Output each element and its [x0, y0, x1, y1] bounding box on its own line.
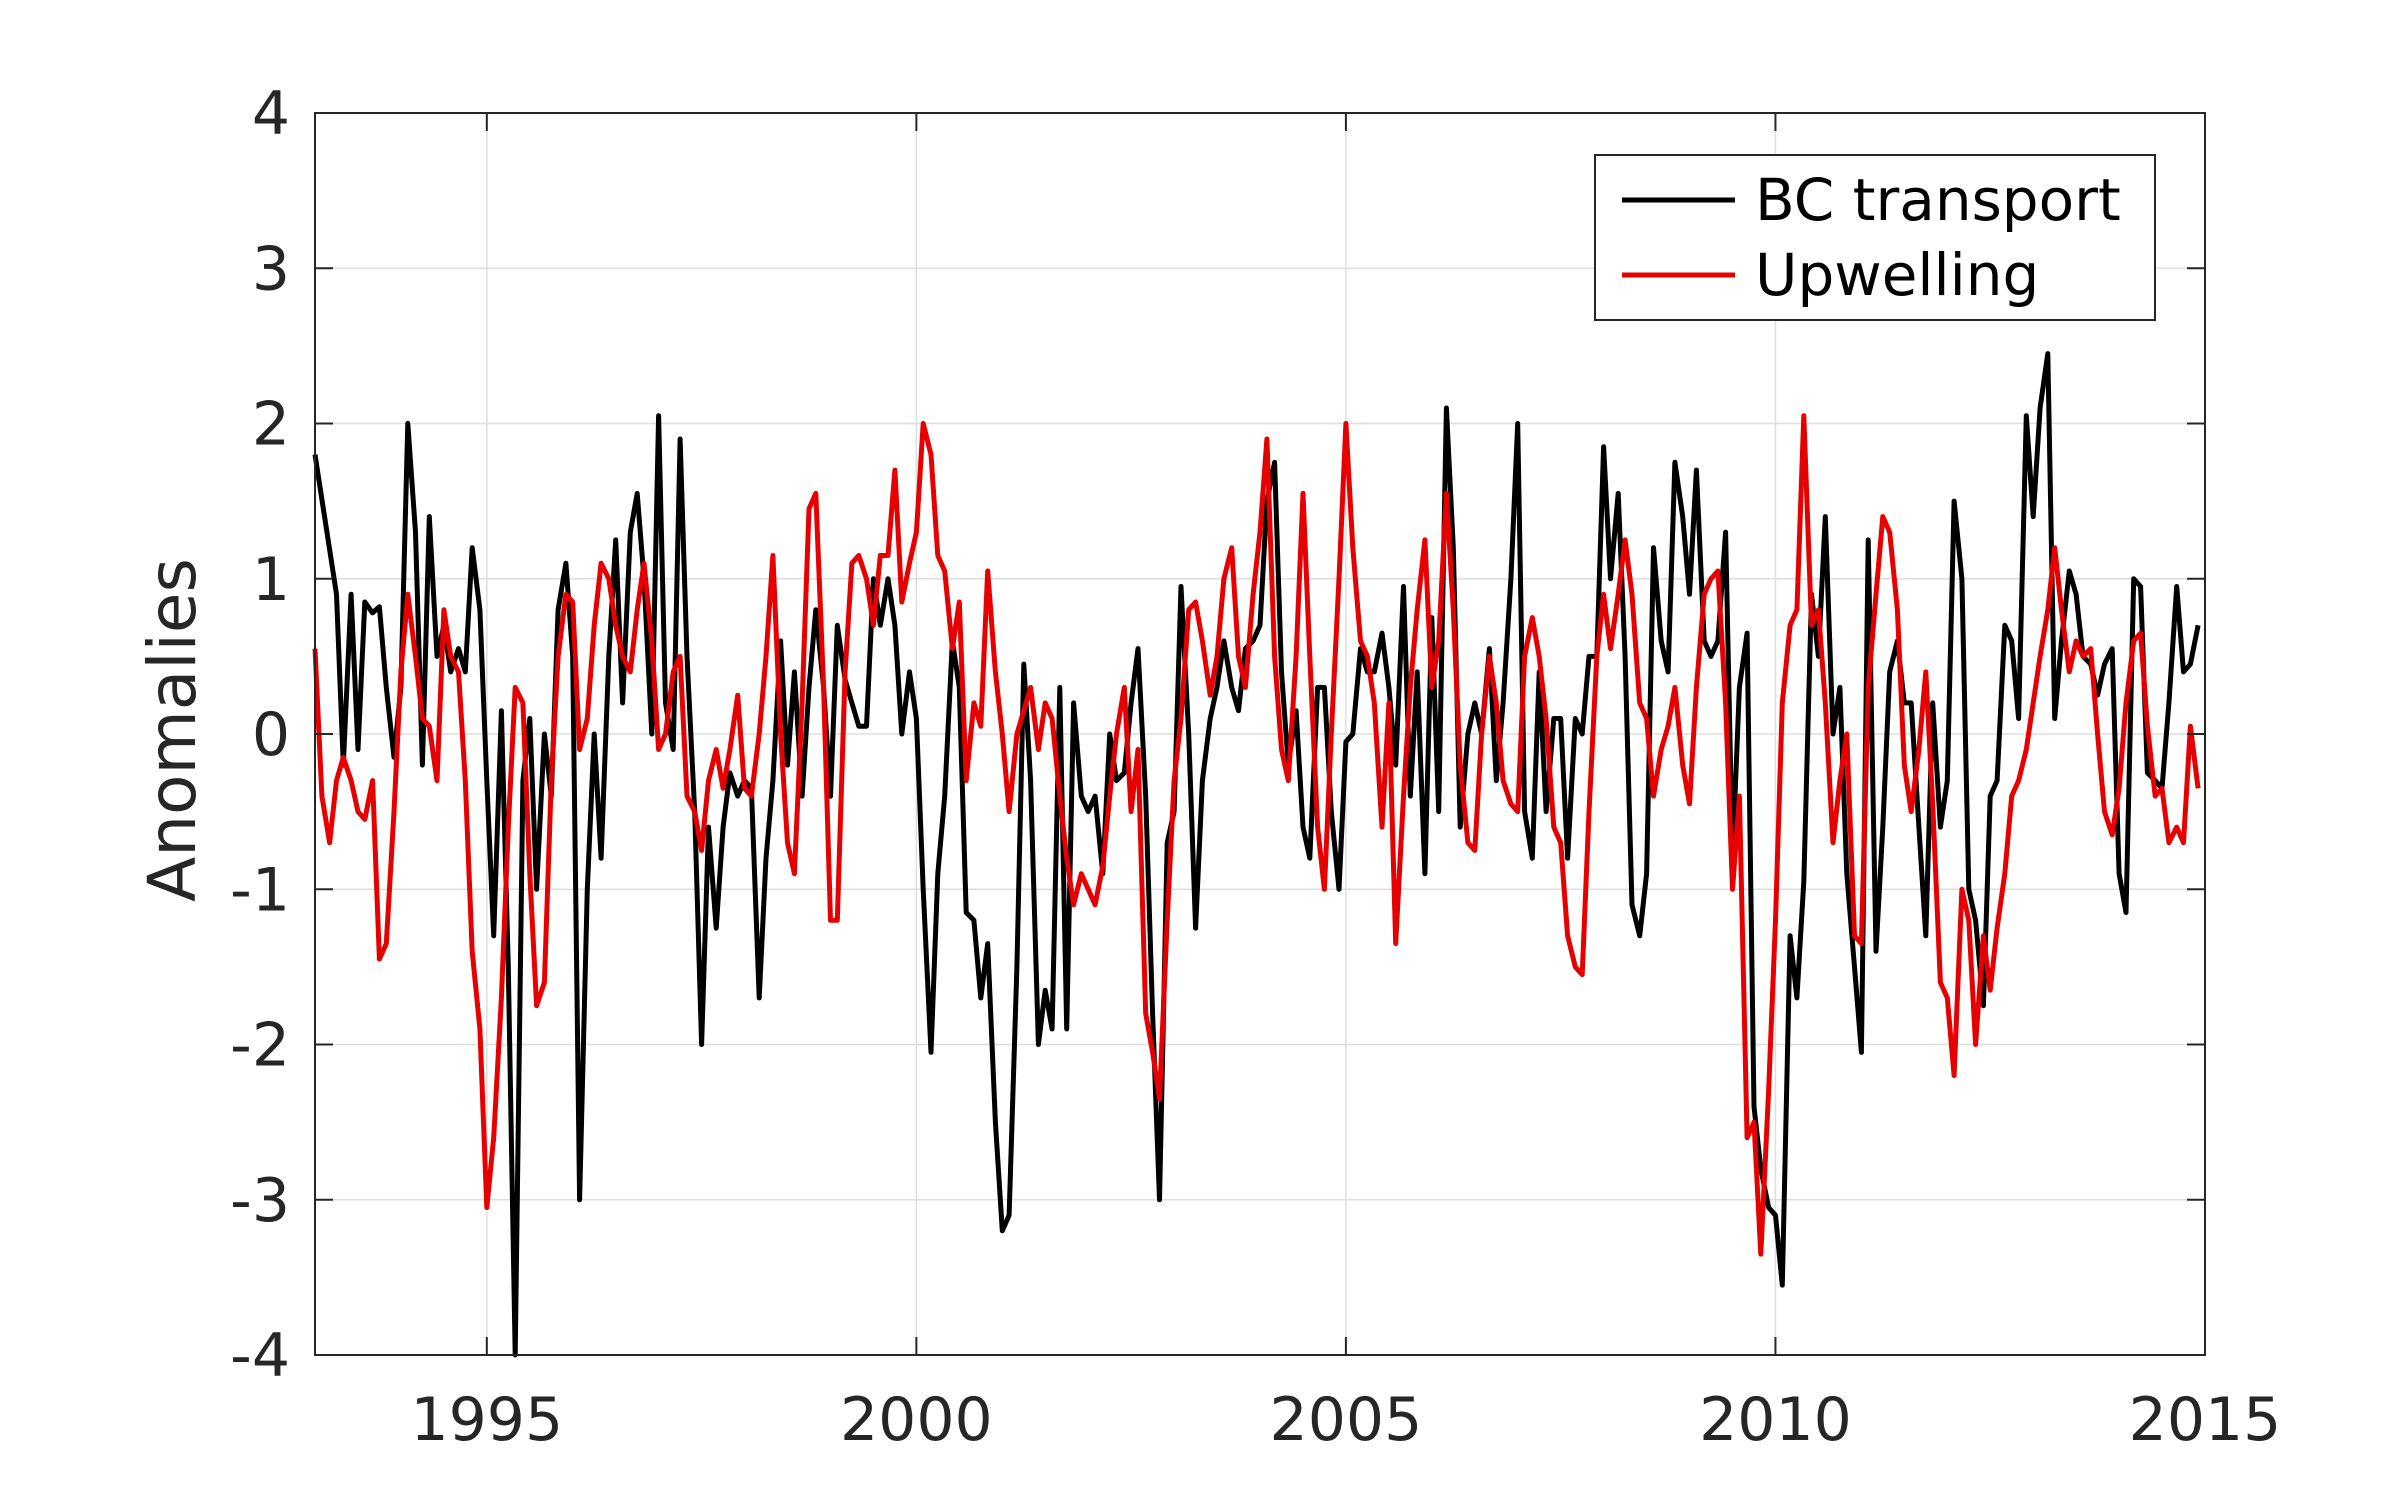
y-tick-labels: -4 -3 -2 -1 0 1 2 3 4 — [230, 79, 290, 1391]
series-line-upwelling — [312, 413, 2201, 1257]
x-tick-label: 2015 — [2129, 1385, 2282, 1455]
series-lines — [312, 351, 2201, 1358]
x-tick-labels: 1995 2000 2005 2010 2015 — [410, 1385, 2281, 1455]
y-axis-title: Anomalies — [134, 558, 211, 902]
series-line-bc-transport — [312, 351, 2201, 1358]
y-tick-label: 3 — [252, 234, 290, 304]
y-tick-label: 1 — [252, 545, 290, 615]
axes — [314, 112, 2206, 1356]
y-tick-label: 2 — [252, 390, 290, 460]
legend: BC transport Upwelling — [1594, 154, 2156, 321]
y-tick-label: -1 — [230, 855, 290, 925]
x-tick-label: 2000 — [840, 1385, 993, 1455]
legend-box — [1594, 154, 2156, 321]
x-tick-label: 2010 — [1699, 1385, 1852, 1455]
x-tick-label: 1995 — [410, 1385, 563, 1455]
legend-label-upwelling: Upwelling — [1755, 241, 2039, 309]
legend-label-bc-transport: BC transport — [1755, 166, 2121, 234]
y-tick-label: -3 — [230, 1166, 290, 1236]
x-tick-label: 2005 — [1270, 1385, 1423, 1455]
y-tick-label: 0 — [252, 700, 290, 770]
y-tick-label: 4 — [252, 79, 290, 149]
y-tick-label: -4 — [230, 1321, 290, 1391]
y-tick-label: -2 — [230, 1011, 290, 1081]
